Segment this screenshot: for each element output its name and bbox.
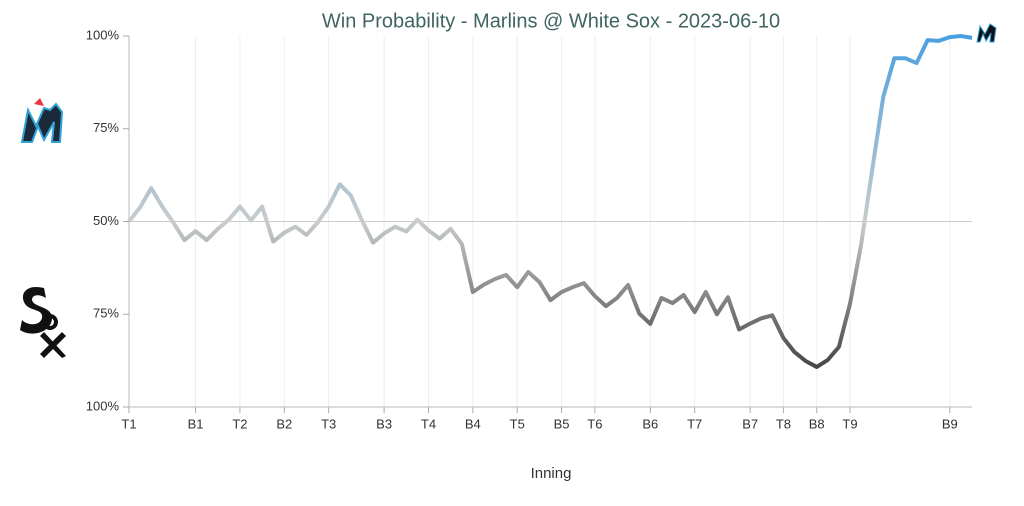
x-tick-label: T8 — [776, 416, 791, 431]
marlins-logo-small — [976, 23, 997, 43]
x-tick-label: B6 — [642, 416, 658, 431]
y-tick-label: 75% — [93, 306, 119, 321]
marlins-logo — [20, 98, 64, 143]
x-tick-label: B3 — [376, 416, 392, 431]
x-tick-label: B8 — [809, 416, 825, 431]
x-tick-label: T3 — [321, 416, 336, 431]
y-tick-label: 100% — [86, 27, 120, 42]
x-axis-label: Inning — [531, 465, 572, 482]
x-tick-label: T6 — [587, 416, 602, 431]
white-sox-logo — [20, 286, 66, 358]
x-tick-label: T2 — [232, 416, 247, 431]
x-tick-label: B9 — [942, 416, 958, 431]
x-tick-label: T7 — [687, 416, 702, 431]
y-tick-label: 50% — [93, 213, 119, 228]
chart-title: Win Probability - Marlins @ White Sox - … — [322, 10, 780, 32]
y-tick-label: 100% — [86, 398, 120, 413]
y-tick-label: 75% — [93, 120, 119, 135]
x-tick-label: B4 — [465, 416, 481, 431]
x-tick-label: T9 — [842, 416, 857, 431]
x-tick-label: B7 — [742, 416, 758, 431]
x-tick-label: T4 — [421, 416, 436, 431]
x-tick-label: B5 — [554, 416, 570, 431]
x-tick-label: T5 — [510, 416, 525, 431]
win-probability-line — [127, 34, 973, 369]
x-tick-label: B1 — [188, 416, 204, 431]
x-tick-label: B2 — [276, 416, 292, 431]
x-tick-label: T1 — [121, 416, 136, 431]
